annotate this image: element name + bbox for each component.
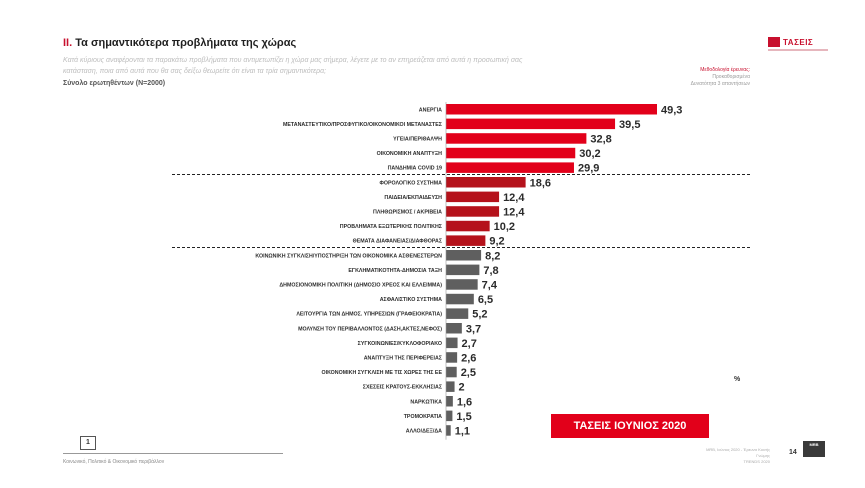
category-label: ΘΕΜΑΤΑ ΔΙΑΦΑΝΕΙΑΣ/ΔΙΑΦΘΟΡΑΣ xyxy=(353,239,443,245)
category-label: ΟΙΚΟΝΟΜΙΚΗ ΣΥΓΚΛΙΣΗ ΜΕ ΤΙΣ ΧΩΡΕΣ ΤΗΣ ΕΕ xyxy=(322,370,443,376)
bar xyxy=(446,396,453,407)
percent-sign: % xyxy=(734,376,741,383)
category-label: ΠΛΗΘΩΡΙΣΜΟΣ / ΑΚΡΙΒΕΙΑ xyxy=(373,209,442,215)
category-label: ΟΙΚΟΝΟΜΙΚΗ ΑΝΑΠΤΥΞΗ xyxy=(377,151,443,157)
category-label: ΥΓΕΙΑ/ΠΕΡΙΘΑΛΨΗ xyxy=(393,136,442,142)
value-label: 30,2 xyxy=(579,148,600,160)
footer-right-line-2: TRENDS 2020 xyxy=(743,459,770,464)
bar xyxy=(446,264,480,276)
value-label: 12,4 xyxy=(503,206,525,218)
category-label: ΦΟΡΟΛΟΓΙΚΟ ΣΥΣΤΗΜΑ xyxy=(379,180,442,186)
value-label: 1,5 xyxy=(456,411,471,423)
category-label: ΔΗΜΟΣΙΟΝΟΜΙΚΗ ΠΟΛΙΤΙΚΗ (ΔΗΜΟΣΙΟ ΧΡΕΟΣ ΚΑ… xyxy=(279,282,442,288)
title-text: Τα σημαντικότερα προβλήματα της χώρας xyxy=(75,37,297,49)
corner-logo: MRB xyxy=(803,441,825,457)
category-label: ΜΟΛΥΝΣΗ ΤΟΥ ΠΕΡΙΒΑΛΛΟΝΤΟΣ (ΔΑΣΗ,ΑΚΤΕΣ,ΝΕ… xyxy=(298,326,442,332)
value-label: 32,8 xyxy=(590,133,611,145)
bar xyxy=(446,308,469,319)
bar xyxy=(446,235,486,246)
category-label: ΑΣΦΑΛΙΣΤΙΚΟ ΣΥΣΤΗΜΑ xyxy=(380,297,442,303)
bar xyxy=(446,118,616,130)
slide-title: II. Τα σημαντικότερα προβλήματα της χώρα… xyxy=(63,37,296,49)
value-label: 10,2 xyxy=(494,221,515,233)
bar xyxy=(446,250,482,261)
value-label: 18,6 xyxy=(530,177,551,189)
category-label: ΠΡΟΒΛΗΜΑΤΑ ΕΞΩΤΕΡΙΚΗΣ ΠΟΛΙΤΙΚΗΣ xyxy=(340,224,443,230)
bar xyxy=(446,162,574,173)
category-label: ΜΕΤΑΝΑΣΤΕΥΤΙΚΟ/ΠΡΟΣΦΥΓΙΚΟ/ΟΙΚΟΝΟΜΙΚΟΙ ΜΕ… xyxy=(283,122,443,128)
title-prefix: II. xyxy=(63,37,73,49)
bar xyxy=(446,381,455,392)
value-label: 29,9 xyxy=(578,163,599,175)
survey-badge: ΤΑΣΕΙΣ ΙΟΥΝΙΟΣ 2020 xyxy=(551,414,709,438)
bar xyxy=(446,425,451,436)
value-label: 9,2 xyxy=(489,236,504,248)
value-label: 7,4 xyxy=(482,279,498,291)
category-label: ΑΝΕΡΓΙΑ xyxy=(419,107,442,113)
value-label: 1,1 xyxy=(455,425,470,437)
category-label: ΤΡΟΜΟΚΡΑΤΙΑ xyxy=(404,414,442,420)
bar xyxy=(446,220,490,232)
methodology-line-3: Δυνατότητα 3 απαντήσεων xyxy=(690,81,750,87)
category-label: ΑΛΛΟ/ΔΕΞ/ΔΑ xyxy=(406,428,442,434)
value-label: 2,7 xyxy=(462,338,477,350)
brand-logo-icon xyxy=(768,37,780,47)
value-label: 2 xyxy=(459,382,465,394)
footer-divider xyxy=(63,453,283,454)
category-label: ΑΝΑΠΤΥΞΗ ΤΗΣ ΠΕΡΙΦΕΡΕΙΑΣ xyxy=(364,355,443,361)
value-label: 2,6 xyxy=(461,352,476,364)
methodology-line-1: Μεθοδολογία έρευνας: xyxy=(700,67,750,73)
category-label: ΕΓΚΛΗΜΑΤΙΚΟΤΗΤΑ-ΔΗΜΟΣΙΑ ΤΑΞΗ xyxy=(348,268,442,274)
footer-left-text: Κοινωνικό, Πολιτικό & Οικονομικό περιβάλ… xyxy=(63,459,165,465)
methodology-note: Μεθοδολογία έρευνας: Προκαθορισμένα Δυνα… xyxy=(640,67,750,88)
value-label: 3,7 xyxy=(466,323,481,335)
bar xyxy=(446,337,458,349)
bar xyxy=(446,323,462,334)
bar xyxy=(446,366,457,378)
category-label: ΛΕΙΤΟΥΡΓΙΑ ΤΩΝ ΔΗΜΟΣ. ΥΠΗΡΕΣΙΩΝ (ΓΡΑΦΕΙΟ… xyxy=(296,312,442,318)
bar xyxy=(446,133,587,144)
sample-base: Σύνολο ερωτηθέντων (N=2000) xyxy=(63,80,166,87)
value-label: 49,3 xyxy=(661,104,682,116)
category-label: ΝΑΡΚΩΤΙΚΑ xyxy=(410,399,442,405)
value-label: 5,2 xyxy=(472,309,487,321)
bar xyxy=(446,352,458,363)
category-label: ΠΑΝΔΗΜΙΑ COVID 19 xyxy=(388,166,442,172)
value-label: 7,8 xyxy=(483,265,498,277)
value-label: 6,5 xyxy=(478,294,493,306)
value-label: 1,6 xyxy=(457,396,472,408)
section-box: 1 xyxy=(80,436,96,450)
value-label: 2,5 xyxy=(461,367,476,379)
question-text: Κατά κύριους αναφέρονται τα παρακάτω προ… xyxy=(63,57,523,75)
methodology-line-2: Προκαθορισμένα xyxy=(712,74,750,80)
value-label: 8,2 xyxy=(485,250,500,262)
value-label: 12,4 xyxy=(503,192,525,204)
bar xyxy=(446,206,500,217)
bar xyxy=(446,191,500,203)
value-label: 39,5 xyxy=(619,119,640,131)
brand-logo-text: ΤΑΣΕΙΣ xyxy=(783,37,814,47)
bar xyxy=(446,293,474,305)
category-label: ΚΟΙΝΩΝΙΚΗ ΣΥΓΚΛΙΣΗ/ΥΠΟΣΤΗΡΙΞΗ ΤΩΝ ΟΙΚΟΝΟ… xyxy=(255,253,442,259)
category-label: ΠΑΙΔΕΙΑ/ΕΚΠΑΙΔΕΥΣΗ xyxy=(384,195,442,201)
bar xyxy=(446,279,478,290)
bar xyxy=(446,104,658,115)
page-number: 14 xyxy=(789,449,797,456)
footer-right-text: MRB, Ιούνιος 2020 - Έρευνα Κοινής Γνώμης… xyxy=(700,447,770,465)
bar xyxy=(446,410,453,422)
brand-logo-underline xyxy=(768,49,828,51)
bar xyxy=(446,147,576,159)
brand-logo: ΤΑΣΕΙΣ xyxy=(768,37,813,47)
category-label: ΣΧΕΣΕΙΣ ΚΡΑΤΟΥΣ-ΕΚΚΛΗΣΙΑΣ xyxy=(363,385,443,391)
footer-right-line-1: MRB, Ιούνιος 2020 - Έρευνα Κοινής Γνώμης xyxy=(706,447,770,458)
category-label: ΣΥΓΚΟΙΝΩΝΙΕΣ/ΚΥΚΛΟΦΟΡΙΑΚΟ xyxy=(358,341,442,347)
bar xyxy=(446,177,526,188)
